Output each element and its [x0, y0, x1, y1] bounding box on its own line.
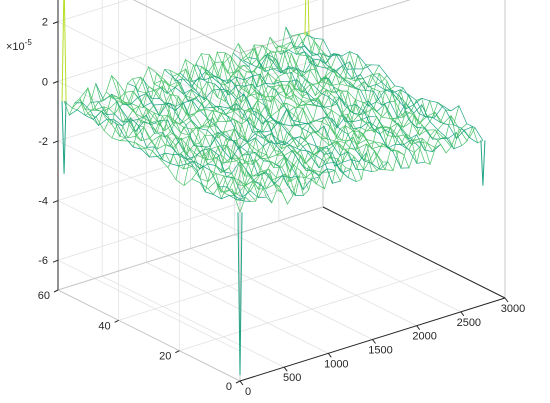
- x-tick-mark: [416, 325, 421, 330]
- x-tick-mark: [460, 311, 465, 317]
- grid-line-z: [57, 80, 241, 173]
- mesh-line-y: [85, 100, 262, 195]
- box-edge: [132, 0, 241, 54]
- y-tick-label: 20: [159, 351, 171, 363]
- grid-line-y: [179, 267, 445, 352]
- mesh-line-x: [223, 115, 468, 197]
- z-tick-mark: [52, 259, 59, 263]
- mesh-line-y: [301, 41, 478, 144]
- mesh-line-y: [106, 91, 283, 194]
- x-tick-mark: [504, 297, 509, 303]
- grid-line-z: [57, 200, 241, 292]
- y-tick-label: 40: [98, 320, 110, 332]
- mesh-line-y: [269, 37, 447, 154]
- z-tick-label: -2: [38, 136, 48, 148]
- z-tick-mark: [52, 21, 59, 25]
- grid-line-z: [57, 140, 241, 233]
- mesh-line-y: [285, 26, 462, 150]
- grid-line-x: [278, 220, 462, 313]
- mesh-line-y: [217, 51, 394, 171]
- mesh-line-y: [232, 52, 410, 169]
- grid-line-z: [57, 259, 241, 352]
- mesh-line-y: [164, 69, 341, 184]
- mesh-line-y: [100, 96, 278, 190]
- x-tick-label: 1000: [324, 358, 348, 370]
- grid-line-x: [101, 275, 285, 368]
- mesh-line-y: [291, 32, 468, 142]
- z-tick-mark: [52, 80, 59, 84]
- mesh-line-y: [137, 86, 315, 183]
- mesh-line-y: [169, 68, 346, 168]
- x-tick-mark: [239, 380, 244, 386]
- grid-line-x: [190, 248, 373, 340]
- mesh-line-y: [222, 55, 399, 152]
- grid-line-z: [57, 117, 324, 201]
- y-tick-mark: [53, 289, 59, 293]
- mesh-line-y: [275, 41, 452, 148]
- mesh-line-y: [116, 80, 294, 196]
- mesh-line-y: [69, 109, 246, 201]
- grid-line-z: [57, 0, 129, 23]
- y-tick-mark: [235, 380, 241, 384]
- y-tick-mark: [175, 350, 180, 354]
- mesh-line-y: [158, 86, 336, 177]
- mesh-line-y: [174, 76, 352, 174]
- mesh-line-y: [111, 75, 288, 205]
- mesh-spike: [480, 140, 486, 186]
- grid-line-x: [234, 234, 417, 327]
- mesh-line-y: [142, 78, 320, 191]
- box-edge: [57, 206, 324, 291]
- x-tick-mark: [283, 366, 288, 372]
- z-tick-mark: [52, 200, 59, 204]
- x-tick-label: 1500: [368, 345, 392, 357]
- z-tick-label: 0: [42, 76, 48, 88]
- mesh-spike: [61, 0, 67, 102]
- x-tick-label: 2000: [412, 331, 436, 343]
- mesh-line-y: [132, 76, 310, 191]
- mesh-line-y: [201, 53, 378, 171]
- mesh-surface: [61, 0, 486, 376]
- z-exponent-label: ×10-5: [6, 38, 32, 53]
- y-axis-line: [322, 206, 506, 299]
- z-tick-mark: [52, 140, 59, 144]
- mesh-line-y: [74, 102, 251, 203]
- y-tick-label: 0: [226, 381, 232, 393]
- mesh-line-y: [296, 45, 473, 140]
- grid-line-z: [57, 0, 319, 82]
- axes-box: [57, 0, 506, 382]
- x-tick-label: 2500: [457, 317, 481, 329]
- box-edge: [239, 0, 411, 54]
- x-tick-mark: [372, 339, 376, 344]
- y-tick-mark: [114, 319, 119, 323]
- x-tick-label: 500: [283, 372, 301, 384]
- z-tick-label: -4: [38, 196, 48, 208]
- mesh-line-y: [195, 63, 373, 172]
- mesh-spike: [237, 212, 243, 376]
- mesh-line-y: [306, 34, 484, 141]
- grid-line-y: [118, 236, 384, 321]
- x-tick-label: 0: [245, 386, 251, 398]
- grid-line-x: [146, 261, 329, 354]
- z-tick-label: 2: [42, 17, 48, 29]
- x-tick-mark: [327, 353, 332, 358]
- mesh-line-y: [227, 62, 404, 156]
- mesh-spike: [61, 101, 67, 174]
- mesh-line-y: [211, 73, 389, 170]
- box-edge: [57, 289, 241, 382]
- mesh-spike: [304, 0, 310, 36]
- mesh-line-y: [264, 54, 441, 152]
- y-tick-label: 60: [38, 290, 50, 302]
- mesh-line-y: [179, 72, 357, 182]
- x-tick-label: 3000: [501, 303, 525, 315]
- z-tick-label: -6: [38, 255, 48, 267]
- mesh-line-y: [280, 49, 457, 140]
- mesh-line-y: [122, 93, 299, 185]
- mesh-line-y: [185, 59, 362, 180]
- mesh-line-y: [259, 50, 436, 148]
- front-axes: [52, 0, 509, 386]
